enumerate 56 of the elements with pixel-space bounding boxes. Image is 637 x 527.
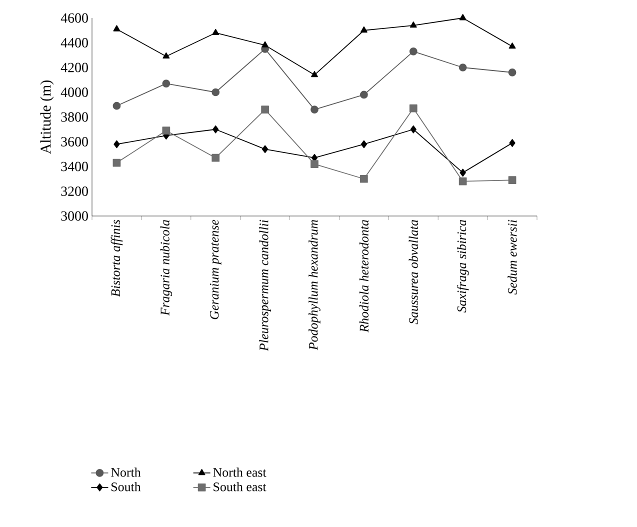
point	[262, 145, 268, 154]
y-tick-label: 3000	[61, 211, 88, 221]
y-tick-label: 4200	[60, 62, 88, 72]
y-tick-label: 4400	[60, 38, 88, 48]
point	[360, 90, 368, 99]
point	[212, 125, 219, 134]
point	[459, 14, 466, 20]
y-axis-title: Altitude (m)	[40, 80, 54, 154]
x-tick-label: Rhodiola heterodonta	[359, 220, 369, 332]
x-tick-label: Geranium pratense	[210, 220, 222, 320]
point	[409, 47, 418, 56]
point	[360, 140, 368, 148]
point	[112, 158, 121, 167]
x-tick-label: Pleurospermum candollii	[259, 220, 271, 352]
point	[114, 140, 120, 148]
y-tick-label: 4600	[60, 13, 88, 23]
x-tick-label: Sedum ewersii	[508, 220, 517, 295]
legend-label: North	[111, 468, 141, 477]
point	[311, 70, 318, 78]
legend-label: North east	[213, 468, 266, 477]
point	[212, 88, 220, 96]
point	[458, 64, 467, 72]
point	[410, 21, 417, 28]
point	[112, 102, 121, 110]
point	[162, 52, 170, 59]
point	[409, 104, 418, 112]
point	[261, 106, 269, 114]
x-tick-label: Saussurea obvallata	[408, 220, 418, 324]
legend-label: South east	[214, 482, 266, 492]
point	[360, 174, 368, 183]
x-tick-label: Bistorta affinis	[110, 220, 123, 297]
point	[162, 80, 170, 88]
y-tick-label: 3800	[61, 112, 88, 122]
point	[310, 106, 318, 114]
x-tick-label: Saxifraga sibirica	[456, 220, 469, 313]
y-tick-label: 3200	[61, 186, 88, 196]
point	[410, 125, 416, 134]
x-tick-label: Fragaria nubicola	[160, 220, 172, 316]
point	[262, 41, 269, 48]
point	[460, 168, 466, 177]
point	[113, 25, 120, 32]
point	[310, 160, 318, 168]
point	[212, 154, 220, 162]
x-tick-label: Podophyllum hexandrum	[308, 220, 320, 350]
point	[162, 126, 170, 135]
point	[508, 68, 516, 76]
y-tick-label: 3600	[61, 137, 88, 146]
point	[509, 139, 516, 147]
point	[212, 28, 220, 36]
legend-label: South	[112, 482, 141, 492]
point	[508, 176, 516, 184]
y-tick-label: 4000	[60, 88, 88, 97]
point	[458, 177, 467, 186]
point	[508, 42, 516, 49]
y-tick-label: 3400	[61, 162, 88, 172]
point	[360, 26, 368, 33]
